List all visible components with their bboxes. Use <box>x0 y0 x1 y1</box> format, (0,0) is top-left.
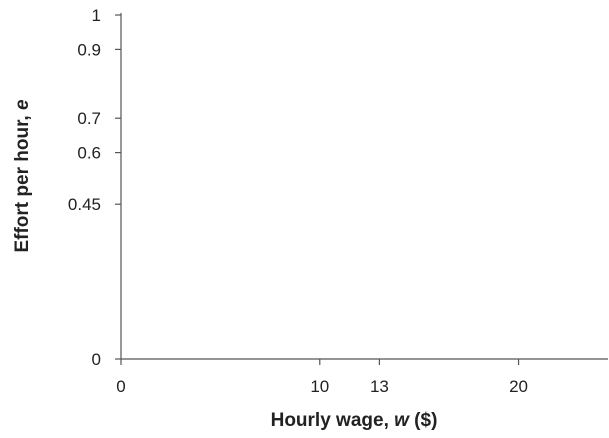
y-tick-label: 0.45 <box>68 195 101 214</box>
x-tick-label: 10 <box>310 377 329 396</box>
y-tick-label: 0.9 <box>77 40 101 59</box>
y-tick-label: 1 <box>92 6 101 25</box>
x-tick-label: 13 <box>370 377 389 396</box>
y-tick-label: 0.7 <box>77 109 101 128</box>
x-axis-ticks: 0 10 13 20 <box>116 359 528 396</box>
x-axis-title: Hourly wage, w ($) <box>271 410 438 431</box>
y-axis-title: Effort per hour, e <box>12 99 33 253</box>
x-axis-title-text: Hourly wage, <box>271 410 395 431</box>
x-tick-label: 20 <box>509 377 528 396</box>
y-axis-title-text: Effort per hour, <box>12 110 33 253</box>
x-tick-label: 0 <box>116 377 125 396</box>
y-axis-title-variable: e <box>12 99 33 110</box>
x-axis-title-unit: ($) <box>409 410 438 431</box>
x-axis-title-variable: w <box>394 410 410 431</box>
y-axis-ticks: 0 0.45 0.6 0.7 0.9 1 <box>68 6 121 369</box>
y-tick-label: 0 <box>92 350 101 369</box>
y-tick-label: 0.6 <box>77 144 101 163</box>
